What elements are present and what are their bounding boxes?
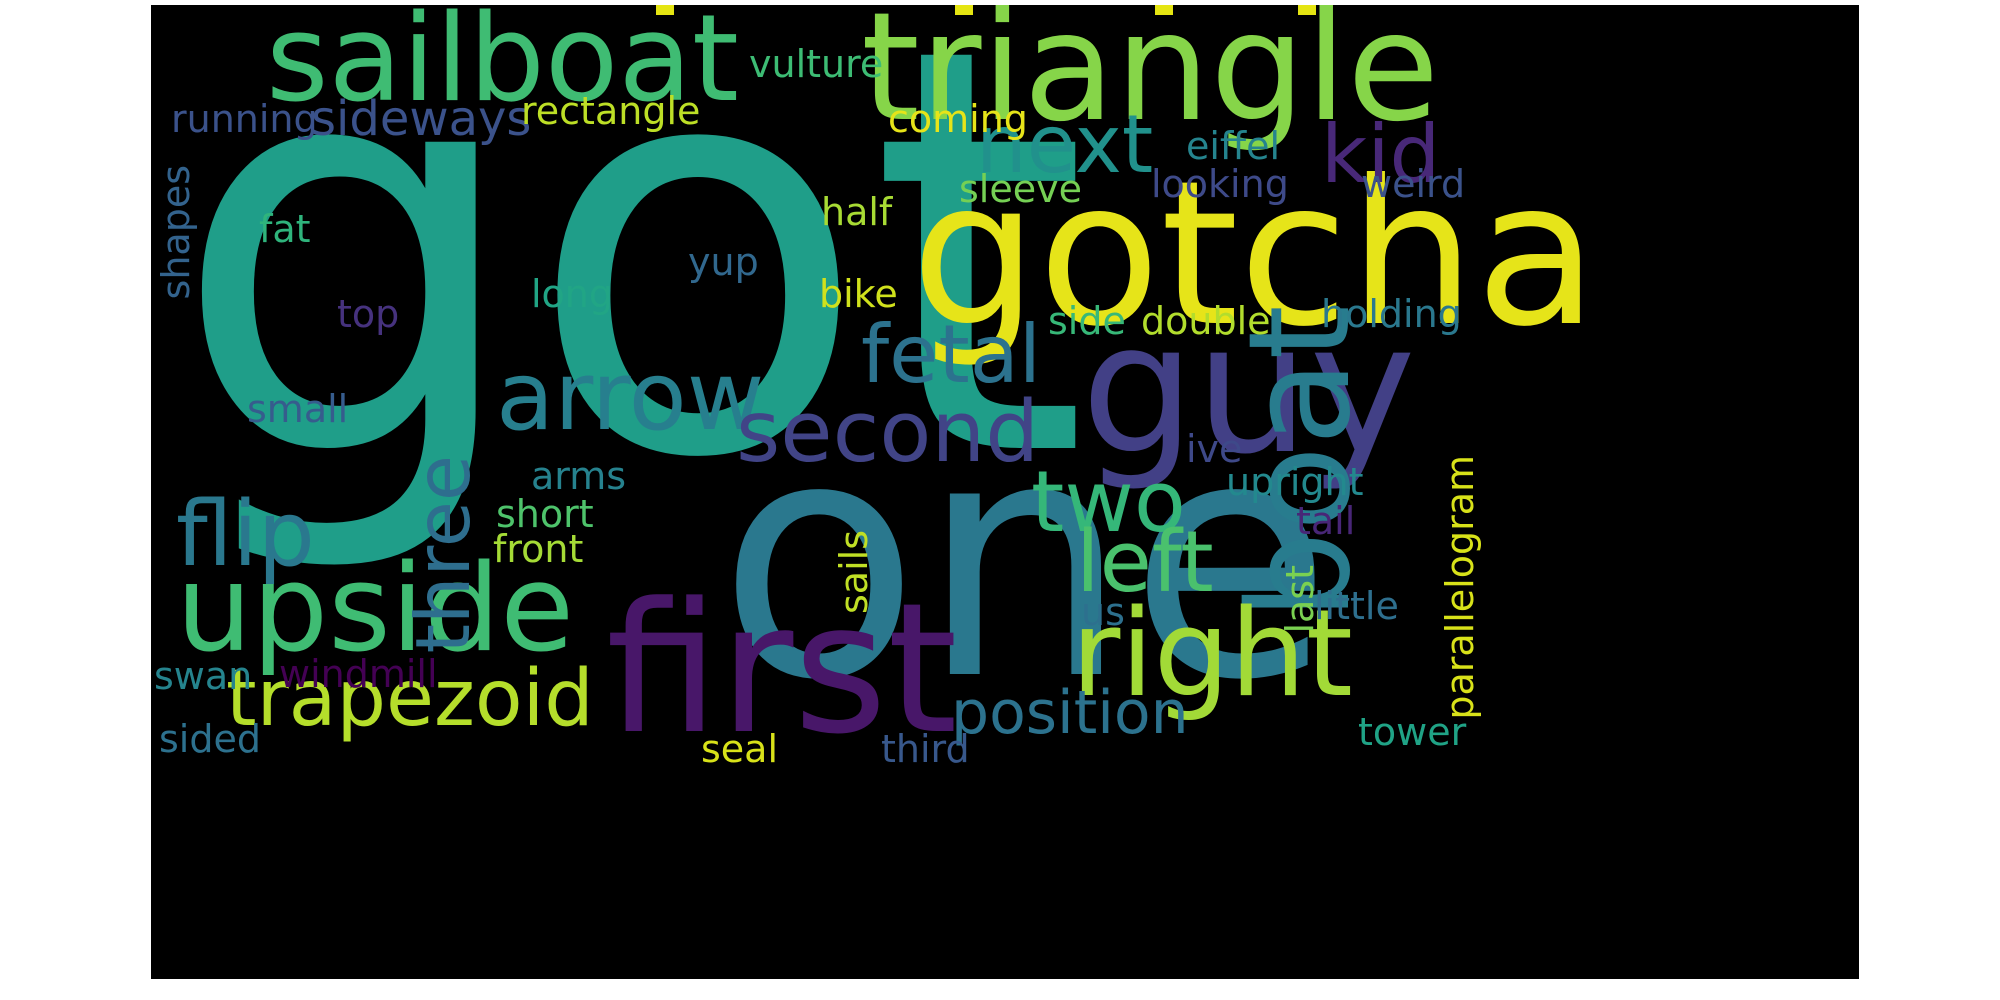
word-weird: weird: [1361, 162, 1466, 206]
word-third: third: [881, 727, 970, 771]
word-us: us: [1081, 590, 1125, 634]
word-coming: coming: [888, 97, 1028, 141]
word-sideways: sideways: [311, 91, 532, 147]
word-arms: arms: [531, 454, 627, 498]
word-upright: upright: [1226, 460, 1364, 504]
word-short: short: [496, 492, 594, 536]
word-parallelogram: parallelogram: [1438, 455, 1482, 720]
word-top: top: [337, 292, 400, 336]
word-double: double: [1141, 299, 1271, 343]
word-fetal: fetal: [861, 308, 1041, 401]
word-front: front: [493, 527, 584, 571]
word-yup: yup: [688, 240, 759, 284]
word-arrow: arrow: [496, 342, 765, 452]
word-left: left: [1076, 513, 1214, 612]
word-shapes: shapes: [154, 165, 198, 300]
word-long: long: [531, 272, 614, 316]
word-fat: fat: [259, 207, 311, 251]
word-rectangle: rectangle: [521, 89, 701, 133]
clipped-word-fragment: [656, 5, 674, 15]
word-upside: upside: [176, 540, 575, 679]
word-one: one: [718, 368, 1333, 752]
word-second: second: [736, 383, 1040, 482]
word-cloud: got one gotcha triangle sailboat guy fir…: [151, 5, 1859, 979]
word-tail: tail: [1296, 499, 1356, 543]
word-position: position: [951, 678, 1189, 748]
word-eiffel: eiffel: [1186, 124, 1281, 168]
word-gotcha: gotcha: [911, 138, 1599, 371]
word-ive: ive: [1186, 427, 1243, 471]
word-sided: sided: [159, 717, 261, 761]
word-two: two: [1031, 453, 1186, 552]
word-swan: swan: [154, 654, 253, 698]
word-windmill: windmill: [279, 652, 438, 696]
word-triangle: triangle: [861, 5, 1440, 155]
word-right: right: [1071, 585, 1353, 724]
word-running: running: [171, 97, 318, 141]
word-small: small: [247, 387, 349, 431]
word-flip: flip: [176, 482, 315, 587]
word-sailboat: sailboat: [266, 5, 739, 129]
word-half: half: [821, 190, 893, 234]
word-guy: guy: [1081, 285, 1416, 494]
clipped-word-fragment: [1155, 5, 1173, 15]
word-seal: seal: [701, 727, 779, 771]
word-holding: holding: [1321, 292, 1462, 336]
word-kid: kid: [1321, 108, 1441, 201]
word-next: next: [976, 98, 1154, 191]
word-sleeve: sleeve: [959, 167, 1082, 211]
word-vulture: vulture: [749, 42, 884, 86]
clipped-word-fragment: [955, 5, 973, 15]
word-looking: looking: [1151, 162, 1289, 206]
word-three: three: [399, 455, 487, 654]
word-tower: tower: [1358, 710, 1467, 754]
word-bike: bike: [819, 272, 898, 316]
word-little: little: [1314, 584, 1399, 628]
clipped-word-fragment: [1298, 5, 1316, 15]
word-trapezoid: trapezoid: [226, 654, 594, 744]
word-got: got: [171, 5, 1089, 581]
word-first: first: [606, 565, 958, 774]
word-sails: sails: [832, 530, 876, 614]
word-side: side: [1048, 299, 1126, 343]
